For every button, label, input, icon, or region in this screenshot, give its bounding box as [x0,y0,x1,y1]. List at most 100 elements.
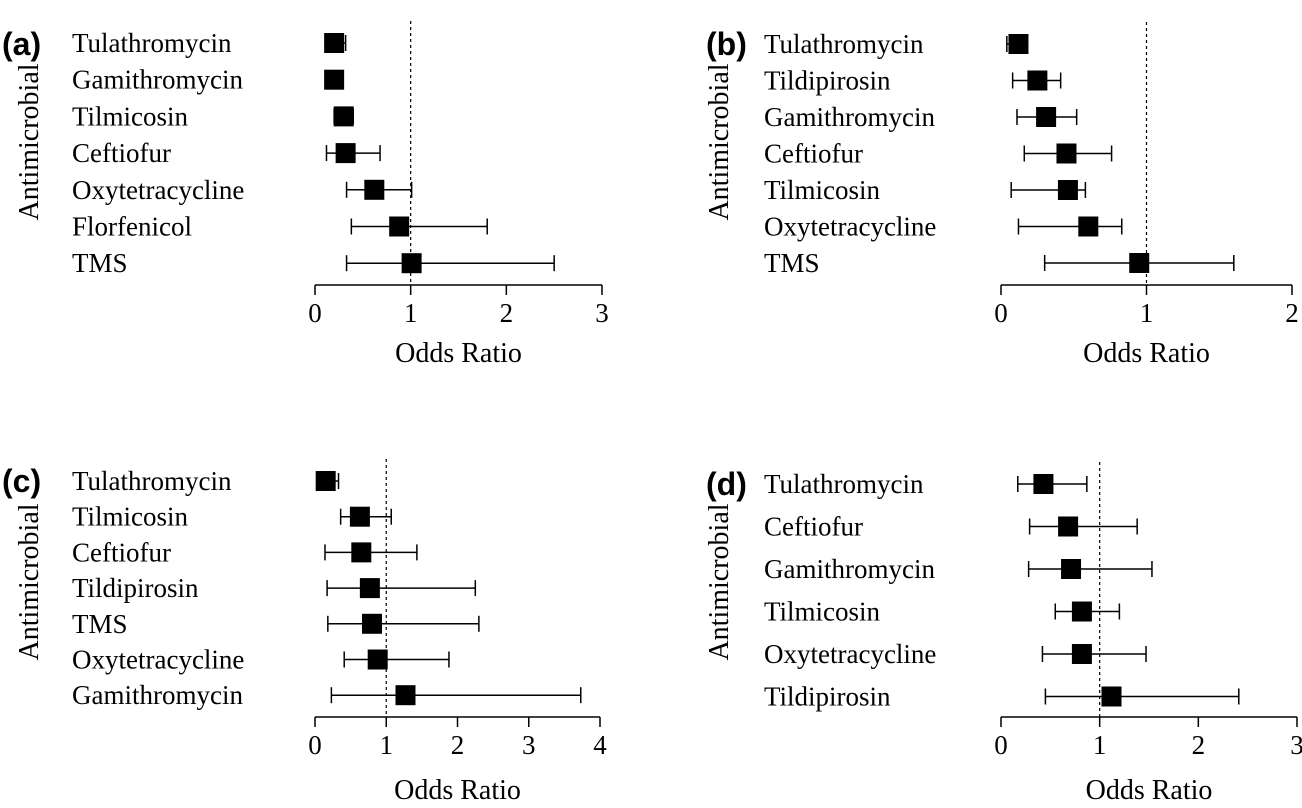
odds-ratio-point [351,542,372,563]
x-tick-label: 3 [595,298,609,328]
panel-a: (a)Antimicrobial 0 1 2 3 Odds Ratio Tulathromy… [2,21,609,369]
forest-row: Ceftiofur [72,138,381,168]
odds-ratio-point [367,649,388,670]
forest-row: TMS [72,248,555,278]
panel-letter: (c) [2,463,41,499]
forest-row: Oxytetracycline [764,212,1123,242]
category-label: Tildipirosin [764,682,891,712]
forest-row: Ceftiofur [764,512,1138,542]
x-tick-label: 3 [1290,730,1302,760]
forest-row: Tilmicosin [764,597,1121,627]
y-axis-title: Antimicrobial [704,503,735,660]
odds-ratio-point [362,613,382,634]
odds-ratio-point [1101,686,1122,707]
odds-ratio-point [401,253,422,274]
category-label: Oxytetracycline [72,645,244,675]
odds-ratio-point [324,69,345,90]
forest-row: Tildipirosin [764,66,1062,96]
category-label: Ceftiofur [72,138,171,168]
y-axis-title: Antimicrobial [14,63,45,220]
category-label: Tilmicosin [72,502,189,532]
x-tick-label: 2 [500,298,514,328]
odds-ratio-point [1078,216,1099,237]
odds-ratio-point [1057,180,1078,200]
category-label: Tilmicosin [764,597,881,627]
category-label: Tilmicosin [72,101,189,131]
odds-ratio-point [1061,559,1082,579]
forest-row: Tilmicosin [72,502,392,532]
odds-ratio-point [1071,601,1092,622]
odds-ratio-point [1036,107,1057,127]
category-label: Ceftiofur [764,139,863,169]
y-axis-title: Antimicrobial [14,503,45,660]
forest-row: Gamithromycin [764,102,1078,132]
panel-b: (b)Antimicrobial 0 1 2 Odds Ratio Tulathromyc… [704,22,1299,369]
x-axis-title: Odds Ratio [394,775,521,806]
x-tick-label: 2 [451,730,465,760]
category-label: Tildipirosin [72,573,199,603]
category-label: Ceftiofur [764,512,863,542]
category-label: Oxytetracycline [72,175,244,205]
odds-ratio-point [1027,70,1048,91]
forest-row: Tulathromycin [764,29,1029,59]
odds-ratio-point [335,143,356,164]
forest-row: Tildipirosin [72,573,477,603]
x-tick-label: 0 [308,730,322,760]
panel-letter: (b) [706,26,747,62]
category-label: Oxytetracycline [764,212,936,242]
odds-ratio-point [1056,143,1077,164]
forest-row: Ceftiofur [72,537,418,567]
category-label: Tulathromycin [764,29,924,59]
forest-row: Ceftiofur [764,139,1113,169]
x-tick-label: 3 [522,730,536,760]
x-tick-label: 2 [1192,730,1206,760]
forest-row: Florfenicol [72,212,488,242]
category-label: Gamithromycin [72,680,243,710]
panel-letter: (d) [706,466,747,502]
forest-row: Tulathromycin [72,28,347,58]
forest-row: Tilmicosin [764,175,1087,205]
odds-ratio-point [333,106,354,127]
category-label: Tilmicosin [764,175,881,205]
odds-ratio-point [359,578,380,599]
x-axis-title: Odds Ratio [1083,338,1210,369]
category-label: Tulathromycin [72,28,232,58]
category-label: Gamithromycin [72,65,243,95]
x-tick-label: 4 [593,730,607,760]
category-label: Florfenicol [72,212,192,242]
x-axis-title: Odds Ratio [1086,775,1213,806]
forest-row: Tildipirosin [764,682,1240,712]
x-tick-label: 1 [380,730,394,760]
x-tick-label: 1 [404,298,418,328]
x-tick-label: 0 [994,298,1008,328]
category-label: Oxytetracycline [764,639,936,669]
forest-row: Gamithromycin [72,65,345,95]
category-label: TMS [764,248,820,278]
odds-ratio-point [389,216,410,237]
odds-ratio-point [1058,516,1079,537]
forest-row: Oxytetracycline [72,645,450,675]
category-label: Ceftiofur [72,537,171,567]
category-label: Gamithromycin [764,102,935,132]
x-tick-label: 1 [1093,730,1107,760]
forest-row: TMS [72,609,480,639]
odds-ratio-point [1129,253,1150,273]
category-label: TMS [72,609,128,639]
odds-ratio-point [349,506,370,527]
x-tick-label: 1 [1140,298,1154,328]
x-tick-label: 0 [994,730,1008,760]
y-axis-title: Antimicrobial [704,63,735,220]
panel-letter: (a) [2,26,41,62]
odds-ratio-point [324,33,345,53]
odds-ratio-point [364,179,385,200]
category-label: Tildipirosin [764,66,891,96]
category-label: Tulathromycin [764,469,924,499]
odds-ratio-point [1033,474,1054,494]
forest-row: TMS [764,248,1235,278]
category-label: TMS [72,248,128,278]
forest-row: Tulathromycin [72,466,340,496]
forest-row: Gamithromycin [72,680,582,710]
panel-c: (c) Antimicrobial 0 1 2 3 4 Odds Ratio Tulathrom… [2,459,607,806]
odds-ratio-point [1071,644,1092,664]
